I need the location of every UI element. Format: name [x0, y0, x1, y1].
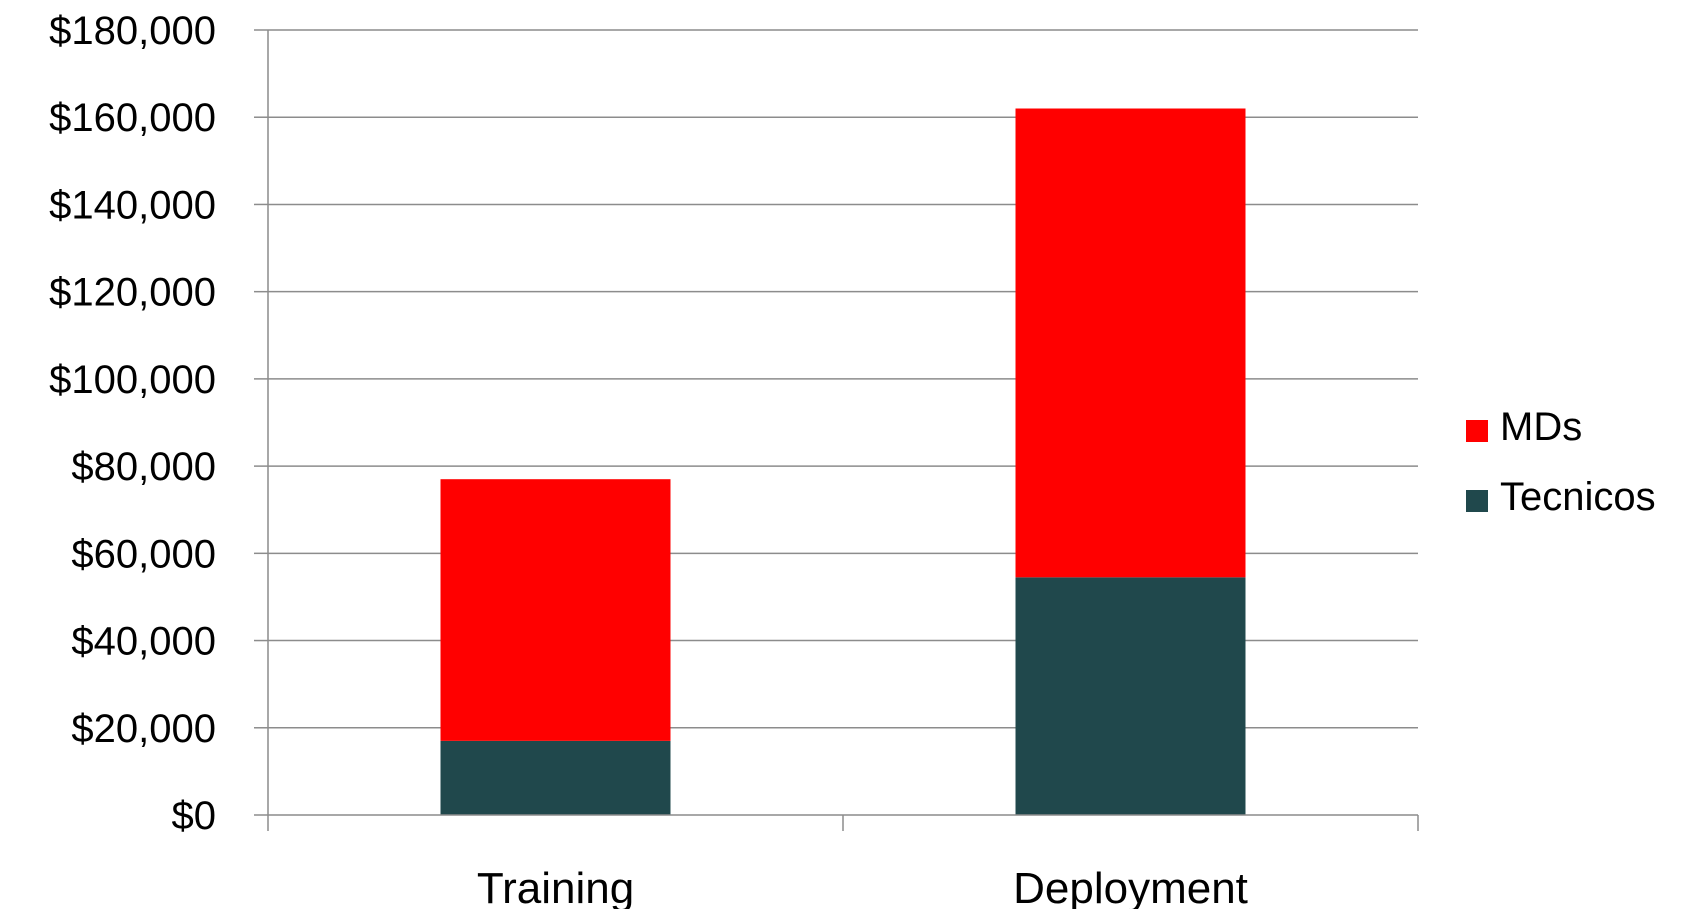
x-axis-category-labels: Training Deployment	[477, 864, 1248, 909]
y-tick-label: $100,000	[49, 358, 216, 402]
legend: MDs Tecnicos	[1466, 405, 1656, 519]
y-tick-label: $40,000	[71, 620, 216, 664]
category-label-training: Training	[477, 864, 634, 909]
y-tick-label: $160,000	[49, 96, 216, 140]
bar-segment-tecnicos-deployment	[1015, 577, 1246, 815]
bar-segment-tecnicos-training	[440, 740, 671, 815]
legend-label-tecnicos: Tecnicos	[1500, 475, 1656, 519]
axes	[254, 29, 1419, 831]
y-tick-label: $80,000	[71, 445, 216, 489]
bar-segment-mds-training	[440, 479, 671, 741]
y-tick-label: $0	[172, 794, 217, 838]
y-tick-label: $140,000	[49, 183, 216, 227]
y-tick-label: $120,000	[49, 271, 216, 315]
bars	[440, 108, 1246, 815]
legend-swatch-tecnicos	[1466, 490, 1488, 512]
bar-segment-mds-deployment	[1015, 108, 1246, 578]
legend-label-mds: MDs	[1500, 405, 1582, 449]
category-label-deployment: Deployment	[1013, 864, 1248, 909]
legend-swatch-mds	[1466, 420, 1488, 442]
y-tick-label: $180,000	[49, 9, 216, 53]
y-tick-label: $20,000	[71, 707, 216, 751]
y-tick-label: $60,000	[71, 532, 216, 576]
y-axis-tick-labels: $0 $20,000 $40,000 $60,000 $80,000 $100,000 $1…	[49, 9, 216, 838]
